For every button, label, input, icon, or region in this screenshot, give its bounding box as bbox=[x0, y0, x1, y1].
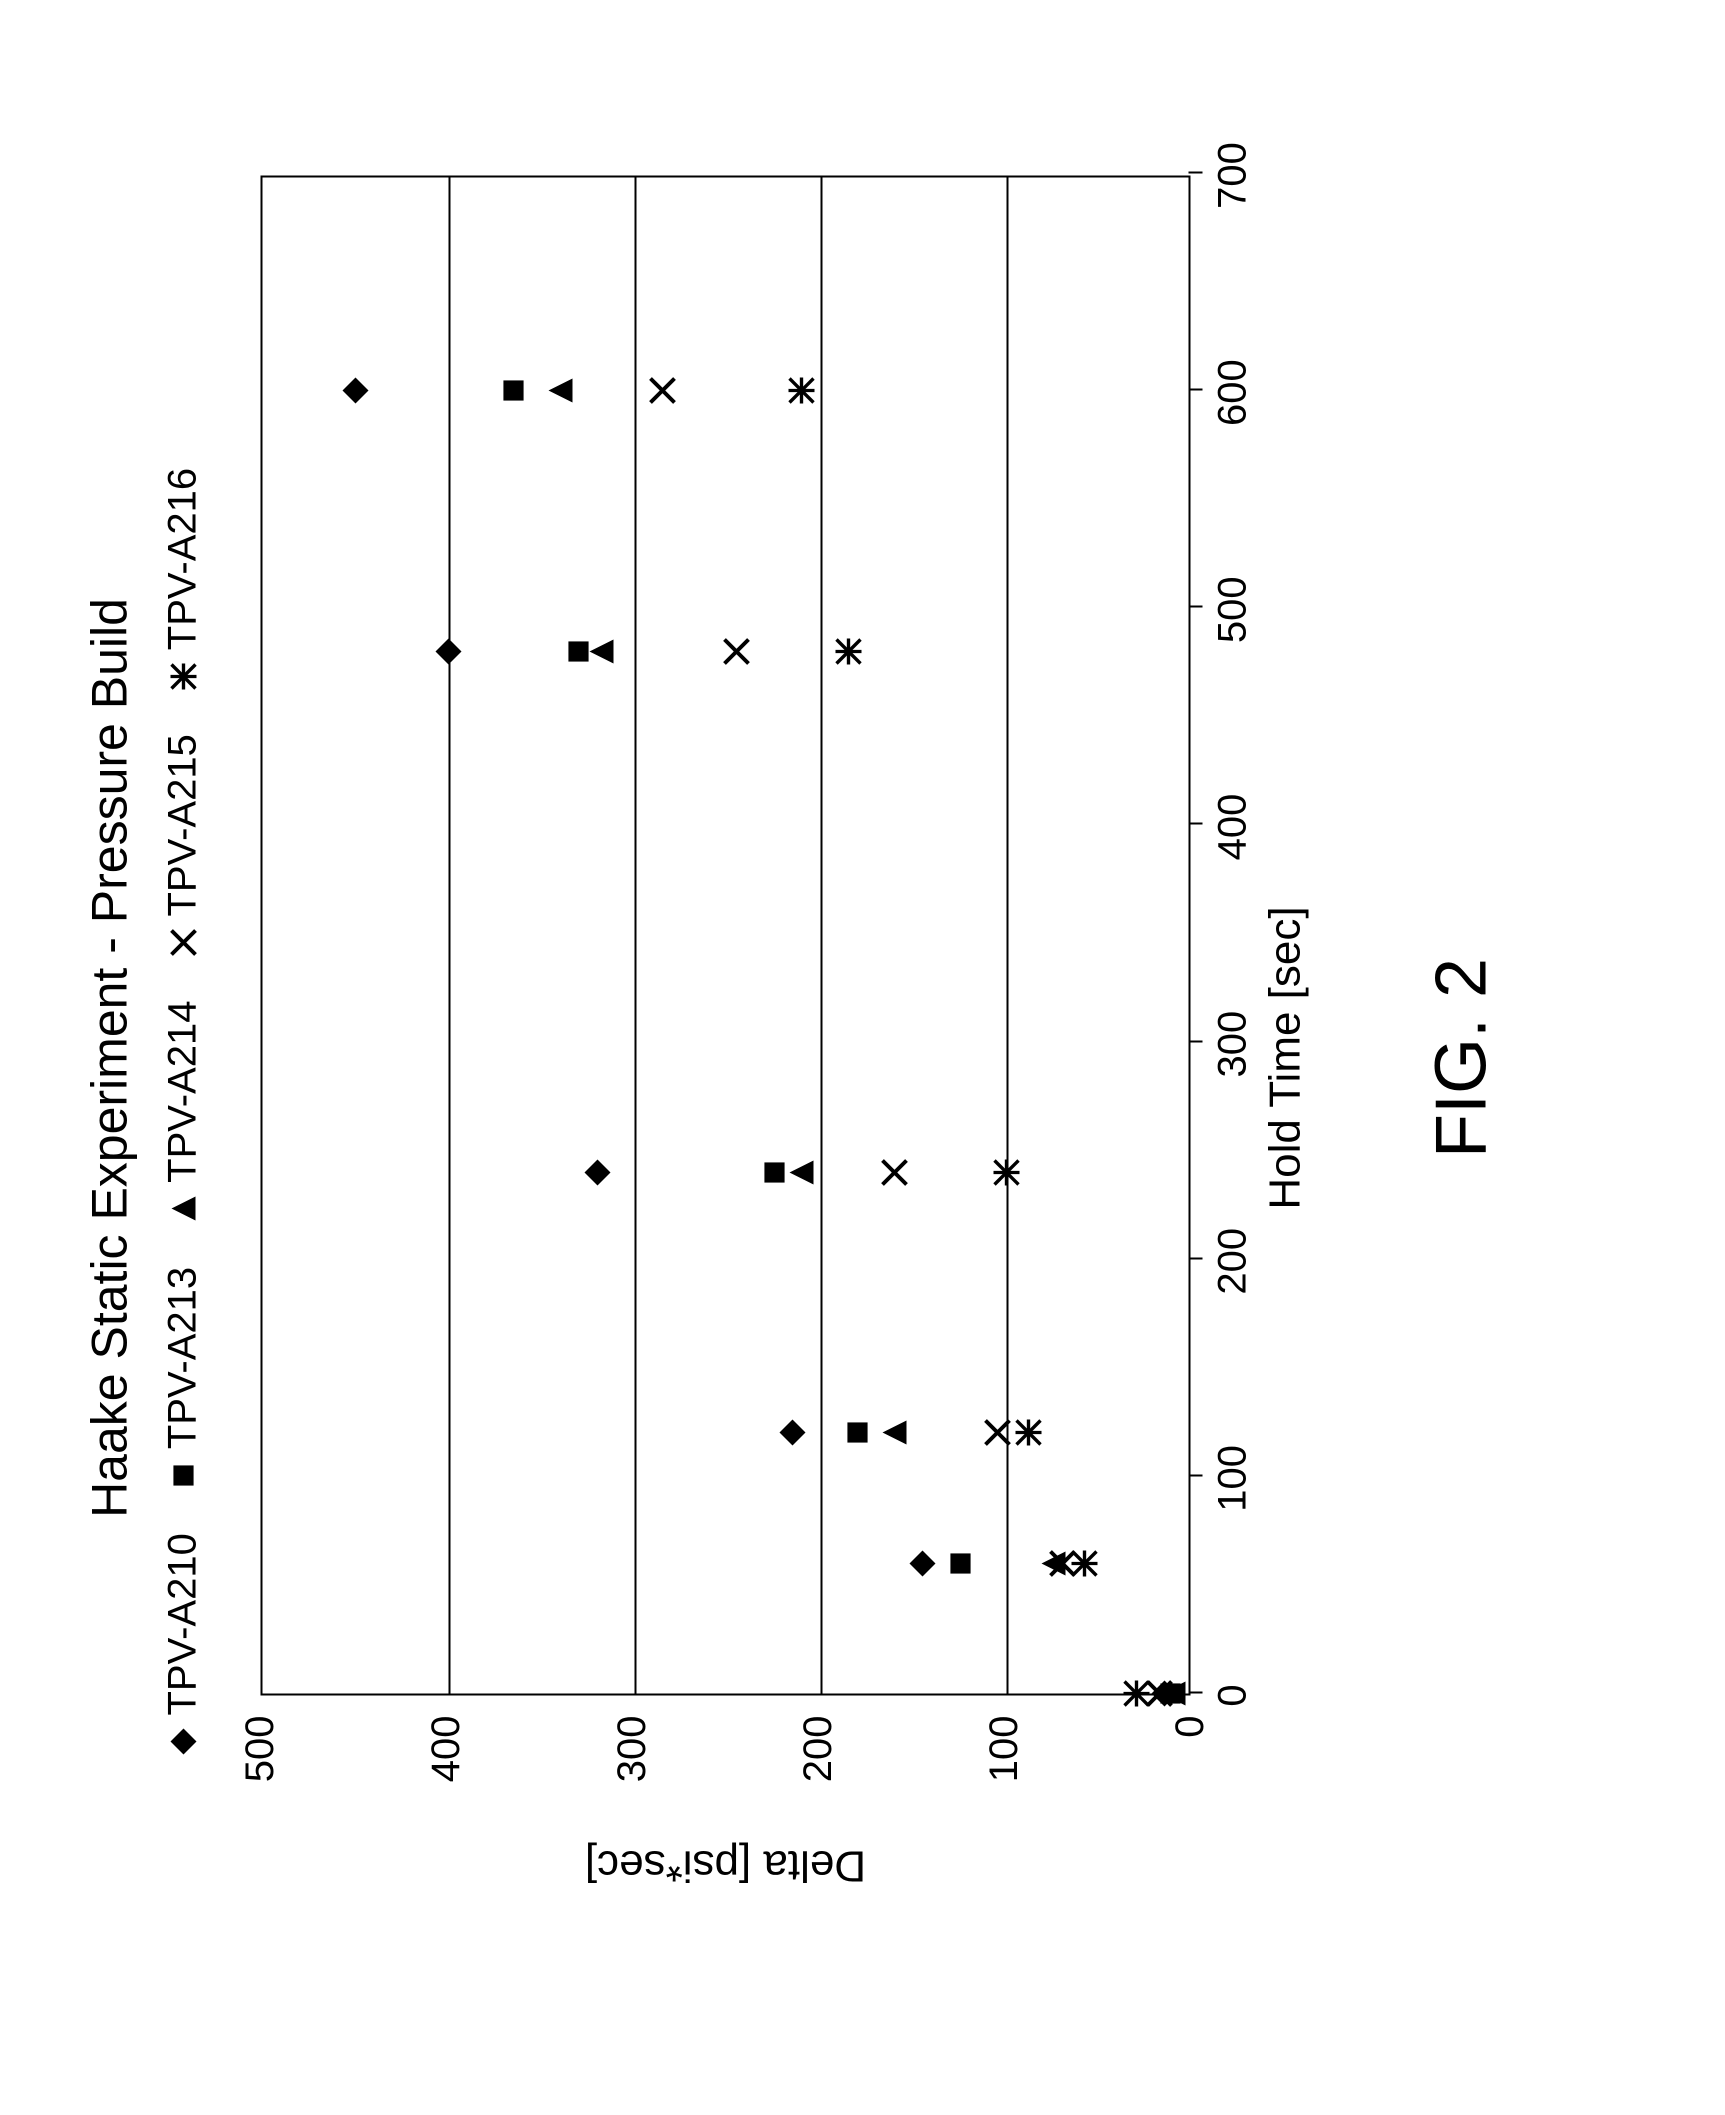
x-tick-mark bbox=[1188, 1040, 1202, 1042]
data-point bbox=[983, 1418, 1011, 1446]
data-point bbox=[341, 376, 369, 404]
x-tick-mark bbox=[1188, 1257, 1202, 1259]
plot-area bbox=[260, 175, 1190, 1695]
x-tick-mark bbox=[1188, 1691, 1202, 1693]
data-point bbox=[722, 637, 750, 665]
legend-item-label: TPV-A214 bbox=[160, 1000, 205, 1182]
y-tick-label: 300 bbox=[610, 1715, 655, 1805]
figure-label: FIG. 2 bbox=[1420, 0, 1502, 2115]
x-tick-label: 700 bbox=[1210, 142, 1255, 209]
legend-item: TPV-A210 bbox=[160, 1533, 205, 1755]
x-tick-mark bbox=[1188, 605, 1202, 607]
data-point bbox=[760, 1158, 788, 1186]
x-tick-label: 500 bbox=[1210, 576, 1255, 643]
data-point bbox=[1122, 1679, 1150, 1707]
x-tick-label: 100 bbox=[1210, 1444, 1255, 1511]
data-point bbox=[908, 1549, 936, 1577]
y-tick-label: 0 bbox=[1168, 1715, 1213, 1805]
data-point bbox=[434, 637, 462, 665]
x-tick-mark bbox=[1188, 171, 1202, 173]
gridline bbox=[820, 177, 822, 1693]
y-tick-label: 500 bbox=[238, 1715, 283, 1805]
data-point bbox=[834, 637, 862, 665]
legend-item: TPV-A214 bbox=[160, 1000, 205, 1222]
x-axis-label: Hold Time [sec] bbox=[1260, 0, 1310, 2115]
legend-item: TPV-A215 bbox=[160, 734, 205, 956]
x-tick-label: 400 bbox=[1210, 793, 1255, 860]
page-canvas: Haake Static Experiment - Pressure Build… bbox=[0, 0, 1725, 2115]
data-point bbox=[992, 1158, 1020, 1186]
data-point bbox=[546, 376, 574, 404]
y-tick-label: 200 bbox=[796, 1715, 841, 1805]
data-point bbox=[843, 1418, 871, 1446]
legend: TPV-A210 TPV-A213 TPV-A214 TPV-A215 TPV-A216 bbox=[160, 467, 205, 1755]
diamond-marker-icon bbox=[169, 1727, 197, 1755]
gridline bbox=[634, 177, 636, 1693]
legend-item-label: TPV-A210 bbox=[160, 1533, 205, 1715]
data-point bbox=[787, 376, 815, 404]
y-axis-label: Delta [psi*sec] bbox=[584, 1840, 865, 1890]
data-point bbox=[778, 1418, 806, 1446]
cross-marker-icon bbox=[169, 928, 197, 956]
y-tick-label: 400 bbox=[424, 1715, 469, 1805]
legend-item-label: TPV-A216 bbox=[160, 467, 205, 649]
data-point bbox=[587, 637, 615, 665]
data-point bbox=[1014, 1418, 1042, 1446]
legend-item: TPV-A213 bbox=[160, 1266, 205, 1488]
square-marker-icon bbox=[169, 1461, 197, 1489]
data-point bbox=[583, 1158, 611, 1186]
x-tick-mark bbox=[1188, 822, 1202, 824]
y-tick-label: 100 bbox=[982, 1715, 1027, 1805]
data-point bbox=[648, 376, 676, 404]
legend-item: TPV-A216 bbox=[160, 467, 205, 689]
data-point bbox=[880, 1418, 908, 1446]
data-point bbox=[787, 1158, 815, 1186]
x-tick-mark bbox=[1188, 1474, 1202, 1476]
data-point bbox=[499, 376, 527, 404]
x-tick-label: 600 bbox=[1210, 359, 1255, 426]
x-tick-mark bbox=[1188, 388, 1202, 390]
gridline bbox=[1006, 177, 1008, 1693]
data-point bbox=[1070, 1549, 1098, 1577]
data-point bbox=[946, 1549, 974, 1577]
x-tick-label: 300 bbox=[1210, 1010, 1255, 1077]
chart-inner: Haake Static Experiment - Pressure Build… bbox=[0, 0, 1725, 2115]
legend-item-label: TPV-A215 bbox=[160, 734, 205, 916]
x-tick-label: 0 bbox=[1210, 1684, 1255, 1706]
chart-title: Haake Static Experiment - Pressure Build bbox=[80, 0, 138, 2115]
triangle-marker-icon bbox=[169, 1194, 197, 1222]
x-tick-label: 200 bbox=[1210, 1227, 1255, 1294]
legend-item-label: TPV-A213 bbox=[160, 1266, 205, 1448]
data-point bbox=[880, 1158, 908, 1186]
gridline bbox=[448, 177, 450, 1693]
chart-rotated-container: Haake Static Experiment - Pressure Build… bbox=[0, 0, 1725, 2115]
asterisk-marker-icon bbox=[169, 662, 197, 690]
